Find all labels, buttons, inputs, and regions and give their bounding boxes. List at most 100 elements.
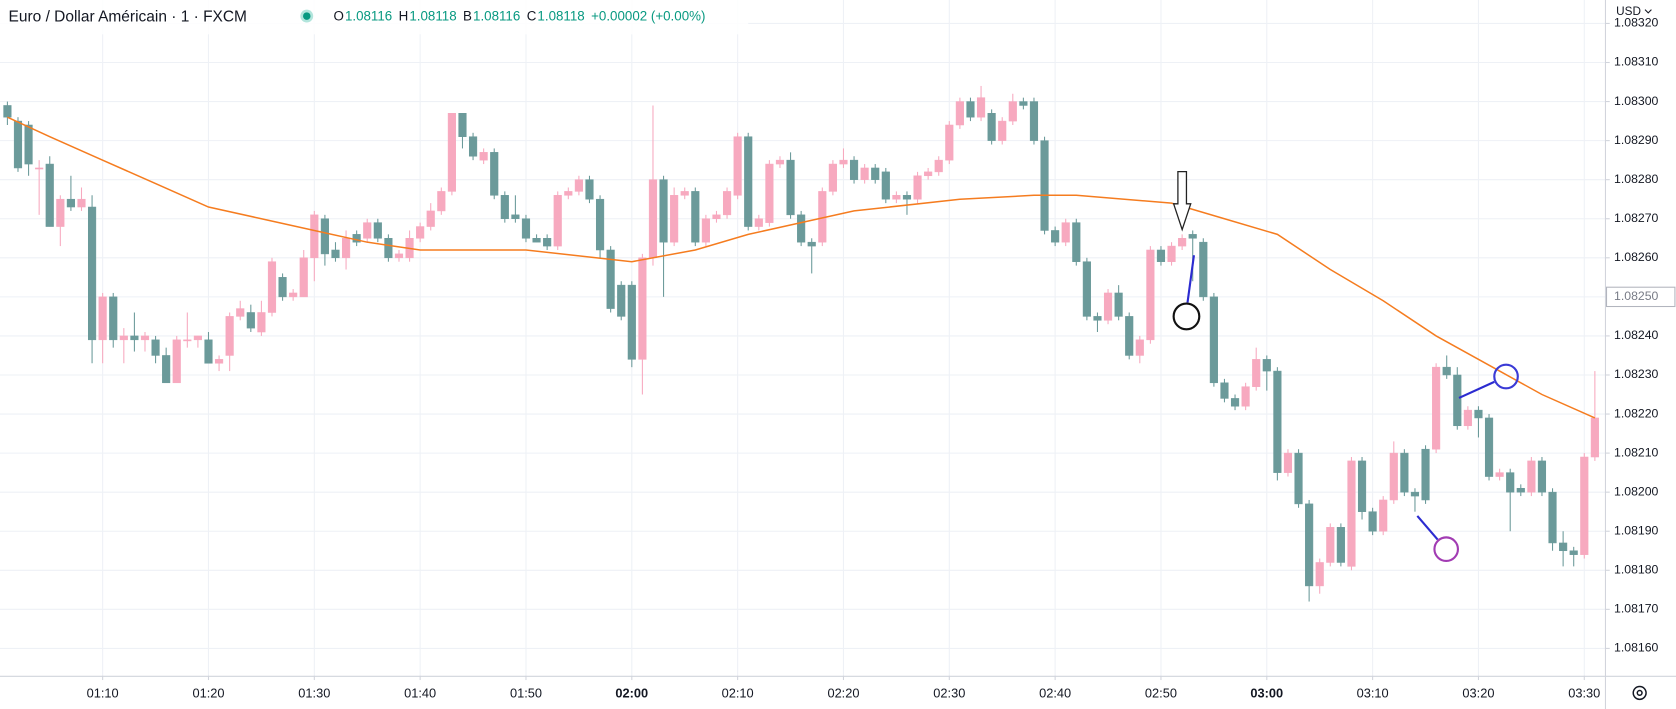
candle-body (966, 101, 975, 118)
x-tick-label: 01:10 (87, 685, 119, 700)
x-tick-label: 01:20 (192, 685, 224, 700)
field-label: C (527, 9, 537, 24)
candle-body (744, 136, 753, 227)
candle-body (257, 312, 266, 333)
candle-body (1082, 261, 1091, 317)
currency-chevron[interactable] (1644, 9, 1652, 14)
candle-body (468, 136, 478, 157)
candle-body (447, 113, 456, 192)
candle-body (1442, 366, 1451, 376)
candle-body (1569, 550, 1578, 555)
candle-body (1283, 452, 1293, 473)
candle-body (1484, 417, 1494, 477)
candle-body (543, 238, 552, 247)
y-tick-label: 1.08310 (1614, 55, 1659, 69)
candle-body (331, 249, 340, 259)
candle-body (24, 124, 33, 165)
y-tick-label: 1.08270 (1614, 211, 1659, 225)
candle-body (77, 198, 86, 208)
candle-body (66, 198, 75, 208)
candle-body (140, 335, 150, 341)
candle-body (1389, 452, 1398, 501)
x-tick-label: 01:40 (404, 685, 436, 700)
candle-body (437, 191, 446, 212)
x-tick-label: 02:50 (1145, 685, 1177, 700)
field-value: 1.08118 (409, 9, 456, 24)
candle-body (659, 179, 668, 243)
candle-body (617, 284, 626, 317)
x-tick-label: 02:20 (827, 685, 859, 700)
candle-body (892, 195, 901, 200)
field-value: 1.08116 (473, 9, 520, 24)
candle-body (1590, 417, 1599, 458)
circle-marker (1433, 536, 1460, 563)
field-label: O (333, 9, 343, 24)
candle-body (1294, 452, 1303, 505)
candle-body (1188, 234, 1197, 239)
candle-body (574, 179, 583, 192)
candle-body (902, 195, 912, 200)
candle-body (119, 335, 128, 341)
candle-body (3, 105, 12, 118)
candle-body (1537, 460, 1547, 493)
y-tick-label: 1.08290 (1614, 133, 1659, 147)
candle-body (1072, 222, 1081, 262)
x-tick-label: 02:30 (933, 685, 965, 700)
candle-body (193, 335, 202, 341)
candle-body (1135, 339, 1144, 356)
candle-body (1146, 249, 1155, 341)
price-marker (1605, 286, 1676, 308)
candle-body (278, 277, 287, 298)
candle-body (225, 316, 234, 356)
candle-body (56, 198, 65, 227)
candle-body (363, 222, 372, 239)
candle-body (1241, 386, 1250, 407)
trend-stroke (1458, 380, 1495, 399)
candle-body (1432, 366, 1441, 450)
candle-body (955, 101, 964, 126)
candle-body (246, 312, 255, 329)
candle-body (130, 335, 139, 341)
candle-body (35, 167, 44, 170)
field-label: B (463, 9, 472, 24)
x-tick-label: 03:00 (1250, 685, 1283, 700)
settings-icon[interactable] (1632, 685, 1647, 701)
ohlc-header: O 1.08116 H 1.08118 B 1.08116 C 1.08118 +0.00002… (333, 9, 705, 24)
candle-body (204, 339, 213, 364)
candle-body (797, 214, 806, 243)
candle-body (606, 249, 615, 309)
candle-body (1580, 456, 1589, 555)
candle-body (1019, 101, 1028, 106)
candle-body (1315, 562, 1324, 587)
x-tick-label: 01:30 (298, 685, 330, 700)
candle-body (754, 218, 763, 227)
symbol-title: Euro / Dollar Américain · 1 · FXCM (9, 8, 247, 25)
candle-body (1093, 316, 1102, 321)
candle-body (162, 355, 171, 384)
candle-body (289, 292, 298, 298)
candle-body (849, 159, 859, 180)
candle-body (299, 257, 308, 298)
candle-body (1506, 472, 1515, 493)
candle-body (1252, 359, 1261, 387)
candle-body (1516, 487, 1525, 493)
y-tick-label: 1.08190 (1614, 523, 1659, 537)
price-marker-label: 1.08250 (1614, 289, 1659, 303)
candle-body (1061, 222, 1070, 243)
candle-body (1379, 499, 1388, 532)
candle-body (416, 226, 425, 239)
candle-body (1410, 491, 1420, 497)
candle-body (1262, 359, 1271, 372)
candle-body (500, 195, 509, 220)
y-tick-label: 1.08260 (1614, 250, 1659, 264)
candle-body (881, 171, 890, 200)
currency[interactable]: USD (1616, 5, 1641, 18)
candle-body (1008, 101, 1017, 122)
field-value: 1.08118 (537, 9, 584, 24)
grid (0, 0, 1606, 676)
candle-body (775, 159, 785, 165)
candle-body (172, 339, 181, 384)
candle-body (1453, 374, 1462, 427)
y-tick-label: 1.08300 (1614, 94, 1659, 108)
x-tick-label: 03:20 (1462, 685, 1494, 700)
